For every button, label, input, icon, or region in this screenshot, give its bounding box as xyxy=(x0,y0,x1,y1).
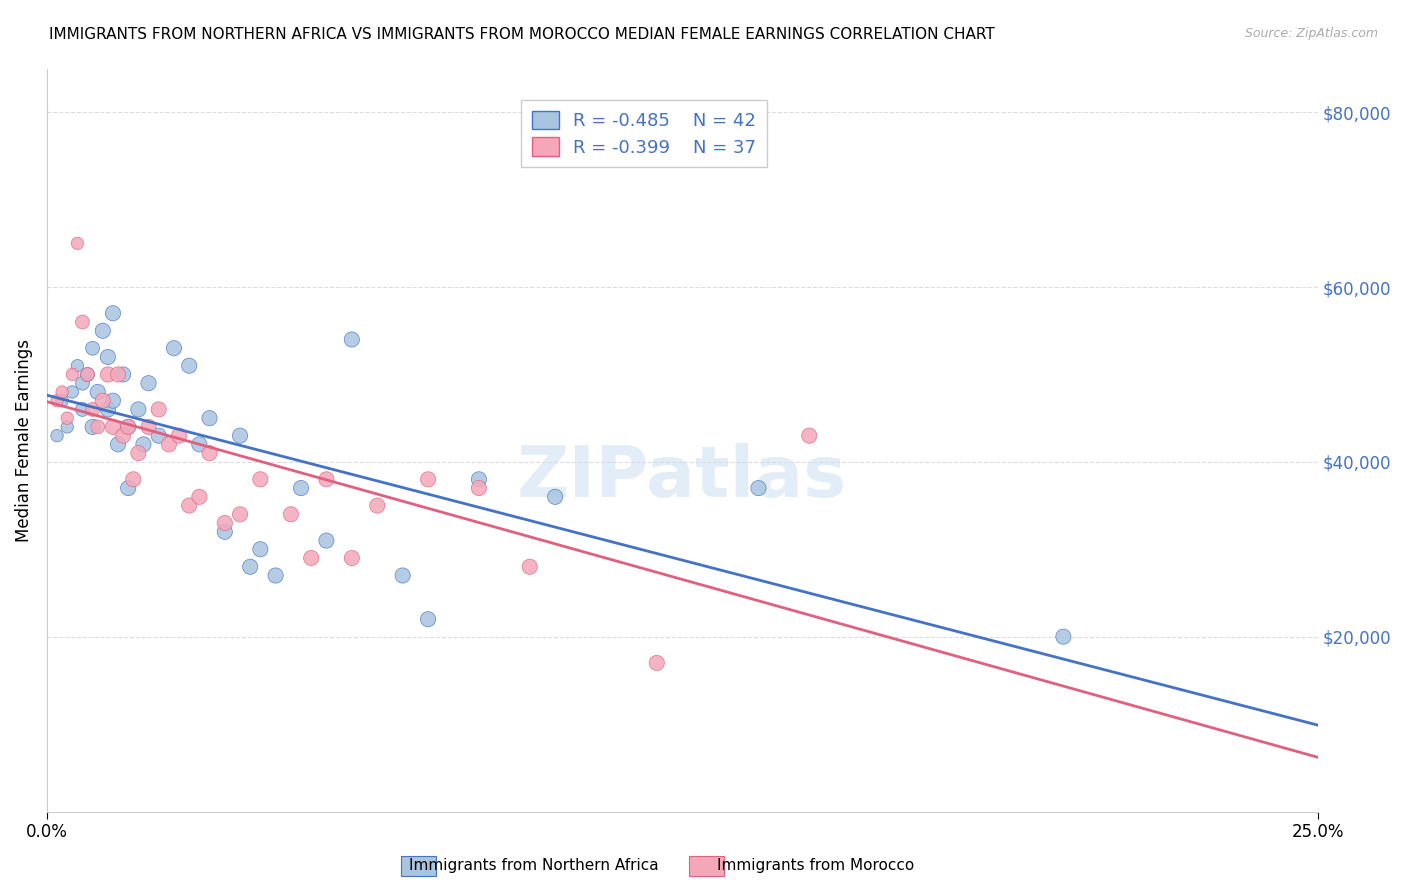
Point xyxy=(86,420,108,434)
Point xyxy=(290,481,312,495)
Point xyxy=(82,341,104,355)
Point xyxy=(799,428,821,442)
Point xyxy=(138,376,160,391)
Point xyxy=(249,472,271,486)
Legend: R = -0.485    N = 42, R = -0.399    N = 37: R = -0.485 N = 42, R = -0.399 N = 37 xyxy=(522,100,768,168)
Point xyxy=(315,472,337,486)
Point xyxy=(468,481,491,495)
Point xyxy=(72,315,94,329)
Point xyxy=(229,428,252,442)
Point xyxy=(46,393,69,408)
Point xyxy=(56,411,79,425)
Point xyxy=(101,393,124,408)
Point xyxy=(645,656,668,670)
Text: Source: ZipAtlas.com: Source: ZipAtlas.com xyxy=(1244,27,1378,40)
Point xyxy=(148,402,170,417)
Point xyxy=(214,524,236,539)
Point xyxy=(91,324,114,338)
Point xyxy=(112,428,135,442)
Point xyxy=(391,568,413,582)
Point xyxy=(1052,630,1074,644)
Point xyxy=(82,402,104,417)
Point xyxy=(112,368,135,382)
Point xyxy=(239,559,262,574)
Point xyxy=(91,393,114,408)
Point xyxy=(188,490,211,504)
Point xyxy=(214,516,236,530)
Point xyxy=(468,472,491,486)
Point xyxy=(76,368,98,382)
Point xyxy=(519,559,541,574)
Point xyxy=(264,568,287,582)
Text: IMMIGRANTS FROM NORTHERN AFRICA VS IMMIGRANTS FROM MOROCCO MEDIAN FEMALE EARNING: IMMIGRANTS FROM NORTHERN AFRICA VS IMMIG… xyxy=(49,27,995,42)
Point xyxy=(101,420,124,434)
Point xyxy=(544,490,567,504)
Point xyxy=(72,402,94,417)
Point xyxy=(198,411,221,425)
Point xyxy=(229,508,252,522)
Text: ZIPatlas: ZIPatlas xyxy=(517,442,848,512)
Point xyxy=(249,542,271,557)
Point xyxy=(127,402,149,417)
Point xyxy=(366,499,388,513)
Point xyxy=(86,384,108,399)
Point xyxy=(163,341,186,355)
Point xyxy=(188,437,211,451)
Point xyxy=(117,481,139,495)
Point xyxy=(747,481,769,495)
Point xyxy=(46,428,69,442)
Point xyxy=(56,420,79,434)
Point xyxy=(198,446,221,460)
Point xyxy=(340,333,363,347)
Point xyxy=(315,533,337,548)
Point xyxy=(122,472,145,486)
Point xyxy=(117,420,139,434)
Point xyxy=(416,612,439,626)
Point xyxy=(101,306,124,320)
Point xyxy=(66,236,89,251)
Point xyxy=(127,446,149,460)
Point xyxy=(97,350,120,364)
Point xyxy=(132,437,155,451)
Point xyxy=(60,368,83,382)
Point xyxy=(51,393,73,408)
Point xyxy=(167,428,190,442)
Point xyxy=(76,368,98,382)
Point xyxy=(280,508,302,522)
Point xyxy=(416,472,439,486)
Point xyxy=(340,551,363,566)
Point xyxy=(107,437,129,451)
Point xyxy=(148,428,170,442)
Point xyxy=(107,368,129,382)
Point xyxy=(299,551,322,566)
Text: Immigrants from Morocco: Immigrants from Morocco xyxy=(717,858,914,872)
Point xyxy=(97,368,120,382)
Text: Immigrants from Northern Africa: Immigrants from Northern Africa xyxy=(409,858,659,872)
Point xyxy=(117,420,139,434)
Point xyxy=(66,359,89,373)
Point xyxy=(138,420,160,434)
Point xyxy=(72,376,94,391)
Point xyxy=(179,499,201,513)
Point xyxy=(51,384,73,399)
Point xyxy=(60,384,83,399)
Point xyxy=(97,402,120,417)
Point xyxy=(82,420,104,434)
Y-axis label: Median Female Earnings: Median Female Earnings xyxy=(15,339,32,541)
Point xyxy=(179,359,201,373)
Point xyxy=(157,437,180,451)
